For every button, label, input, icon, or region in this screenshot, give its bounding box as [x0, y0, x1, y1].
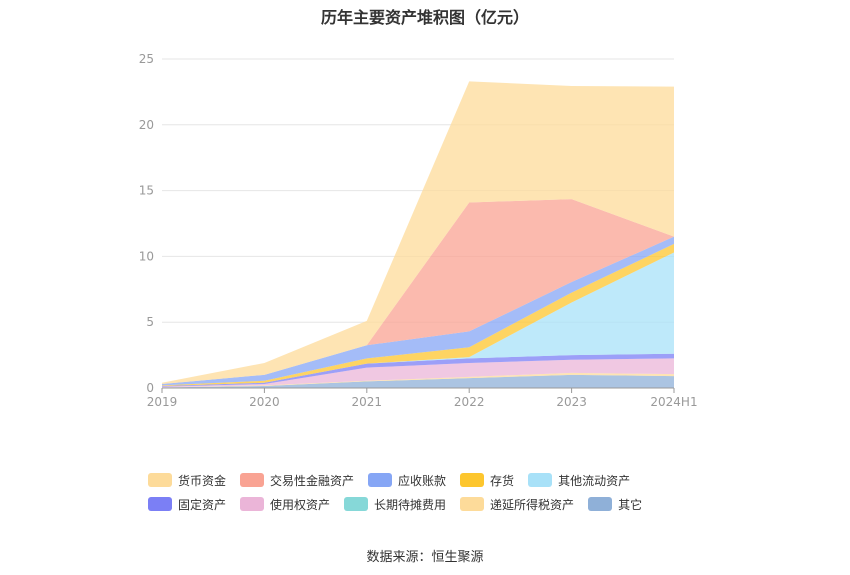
legend-label: 货币资金 — [178, 473, 227, 488]
area-series — [162, 81, 674, 388]
legend-swatch — [148, 473, 172, 487]
legend-swatch — [240, 473, 265, 487]
legend-swatch — [588, 497, 613, 511]
x-tick-label: 2019 — [147, 395, 178, 409]
y-tick-label: 25 — [139, 52, 154, 66]
legend-label: 其它 — [618, 497, 643, 512]
area-series-5[interactable] — [162, 252, 674, 387]
y-tick-label: 20 — [139, 118, 154, 132]
legend-item[interactable]: 固定资产 — [148, 496, 226, 512]
x-tick-label: 2023 — [556, 395, 587, 409]
legend-swatch — [368, 473, 393, 487]
area-series-6[interactable] — [162, 243, 674, 387]
legend-item[interactable]: 其它 — [588, 496, 642, 512]
source-note: 数据来源：恒生聚源 — [366, 550, 484, 565]
x-tick-label: 2021 — [352, 395, 383, 409]
legend-item[interactable]: 其他流动资产 — [528, 472, 630, 488]
legend-swatch — [148, 497, 172, 511]
legend-label: 长期待摊费用 — [374, 497, 447, 512]
legend-label: 固定资产 — [178, 497, 227, 512]
area-series-3[interactable] — [162, 358, 674, 388]
legend-label: 交易性金融资产 — [270, 473, 355, 488]
legend-label: 应收账款 — [398, 473, 447, 488]
legend-label: 其他流动资产 — [558, 473, 631, 488]
legend-item[interactable]: 货币资金 — [148, 472, 226, 488]
y-tick-label: 15 — [139, 184, 154, 198]
legend-item[interactable]: 使用权资产 — [240, 496, 330, 512]
legend-label: 递延所得税资产 — [490, 497, 575, 512]
legend-label: 存货 — [490, 473, 515, 488]
y-tick-label: 0 — [146, 381, 154, 395]
legend-item[interactable]: 存货 — [460, 472, 514, 488]
area-series-0[interactable] — [162, 374, 674, 388]
y-tick-label: 10 — [139, 249, 154, 263]
x-tick-label: 2024H1 — [650, 395, 697, 409]
area-series-9[interactable] — [162, 81, 674, 385]
x-tick-label: 2020 — [249, 395, 280, 409]
legend: 货币资金 交易性金融资产 应收账款 存货 其他流动资产固定资产 使用权资产 长期待摊费用 递延… — [148, 472, 728, 512]
legend-swatch — [344, 497, 369, 511]
axes: 0 5 10 15 20 25 2019 2020 2021 2022 2023 2024H1 — [139, 52, 698, 409]
chart-title: 历年主要资产堆积图（亿元） — [320, 8, 529, 27]
y-tick-label: 5 — [146, 315, 154, 329]
area-series-1[interactable] — [162, 372, 674, 388]
legend-swatch — [240, 497, 265, 511]
x-tick-label: 2022 — [454, 395, 485, 409]
legend-swatch — [460, 473, 485, 487]
legend-swatch — [528, 473, 553, 487]
legend-item[interactable]: 长期待摊费用 — [344, 496, 446, 512]
legend-item[interactable]: 应收账款 — [368, 472, 446, 488]
area-series-8[interactable] — [162, 199, 674, 385]
legend-swatch — [460, 497, 485, 511]
area-series-4[interactable] — [162, 353, 674, 387]
legend-item[interactable]: 交易性金融资产 — [240, 472, 354, 488]
legend-item[interactable]: 递延所得税资产 — [460, 496, 574, 512]
legend-label: 使用权资产 — [270, 497, 331, 512]
